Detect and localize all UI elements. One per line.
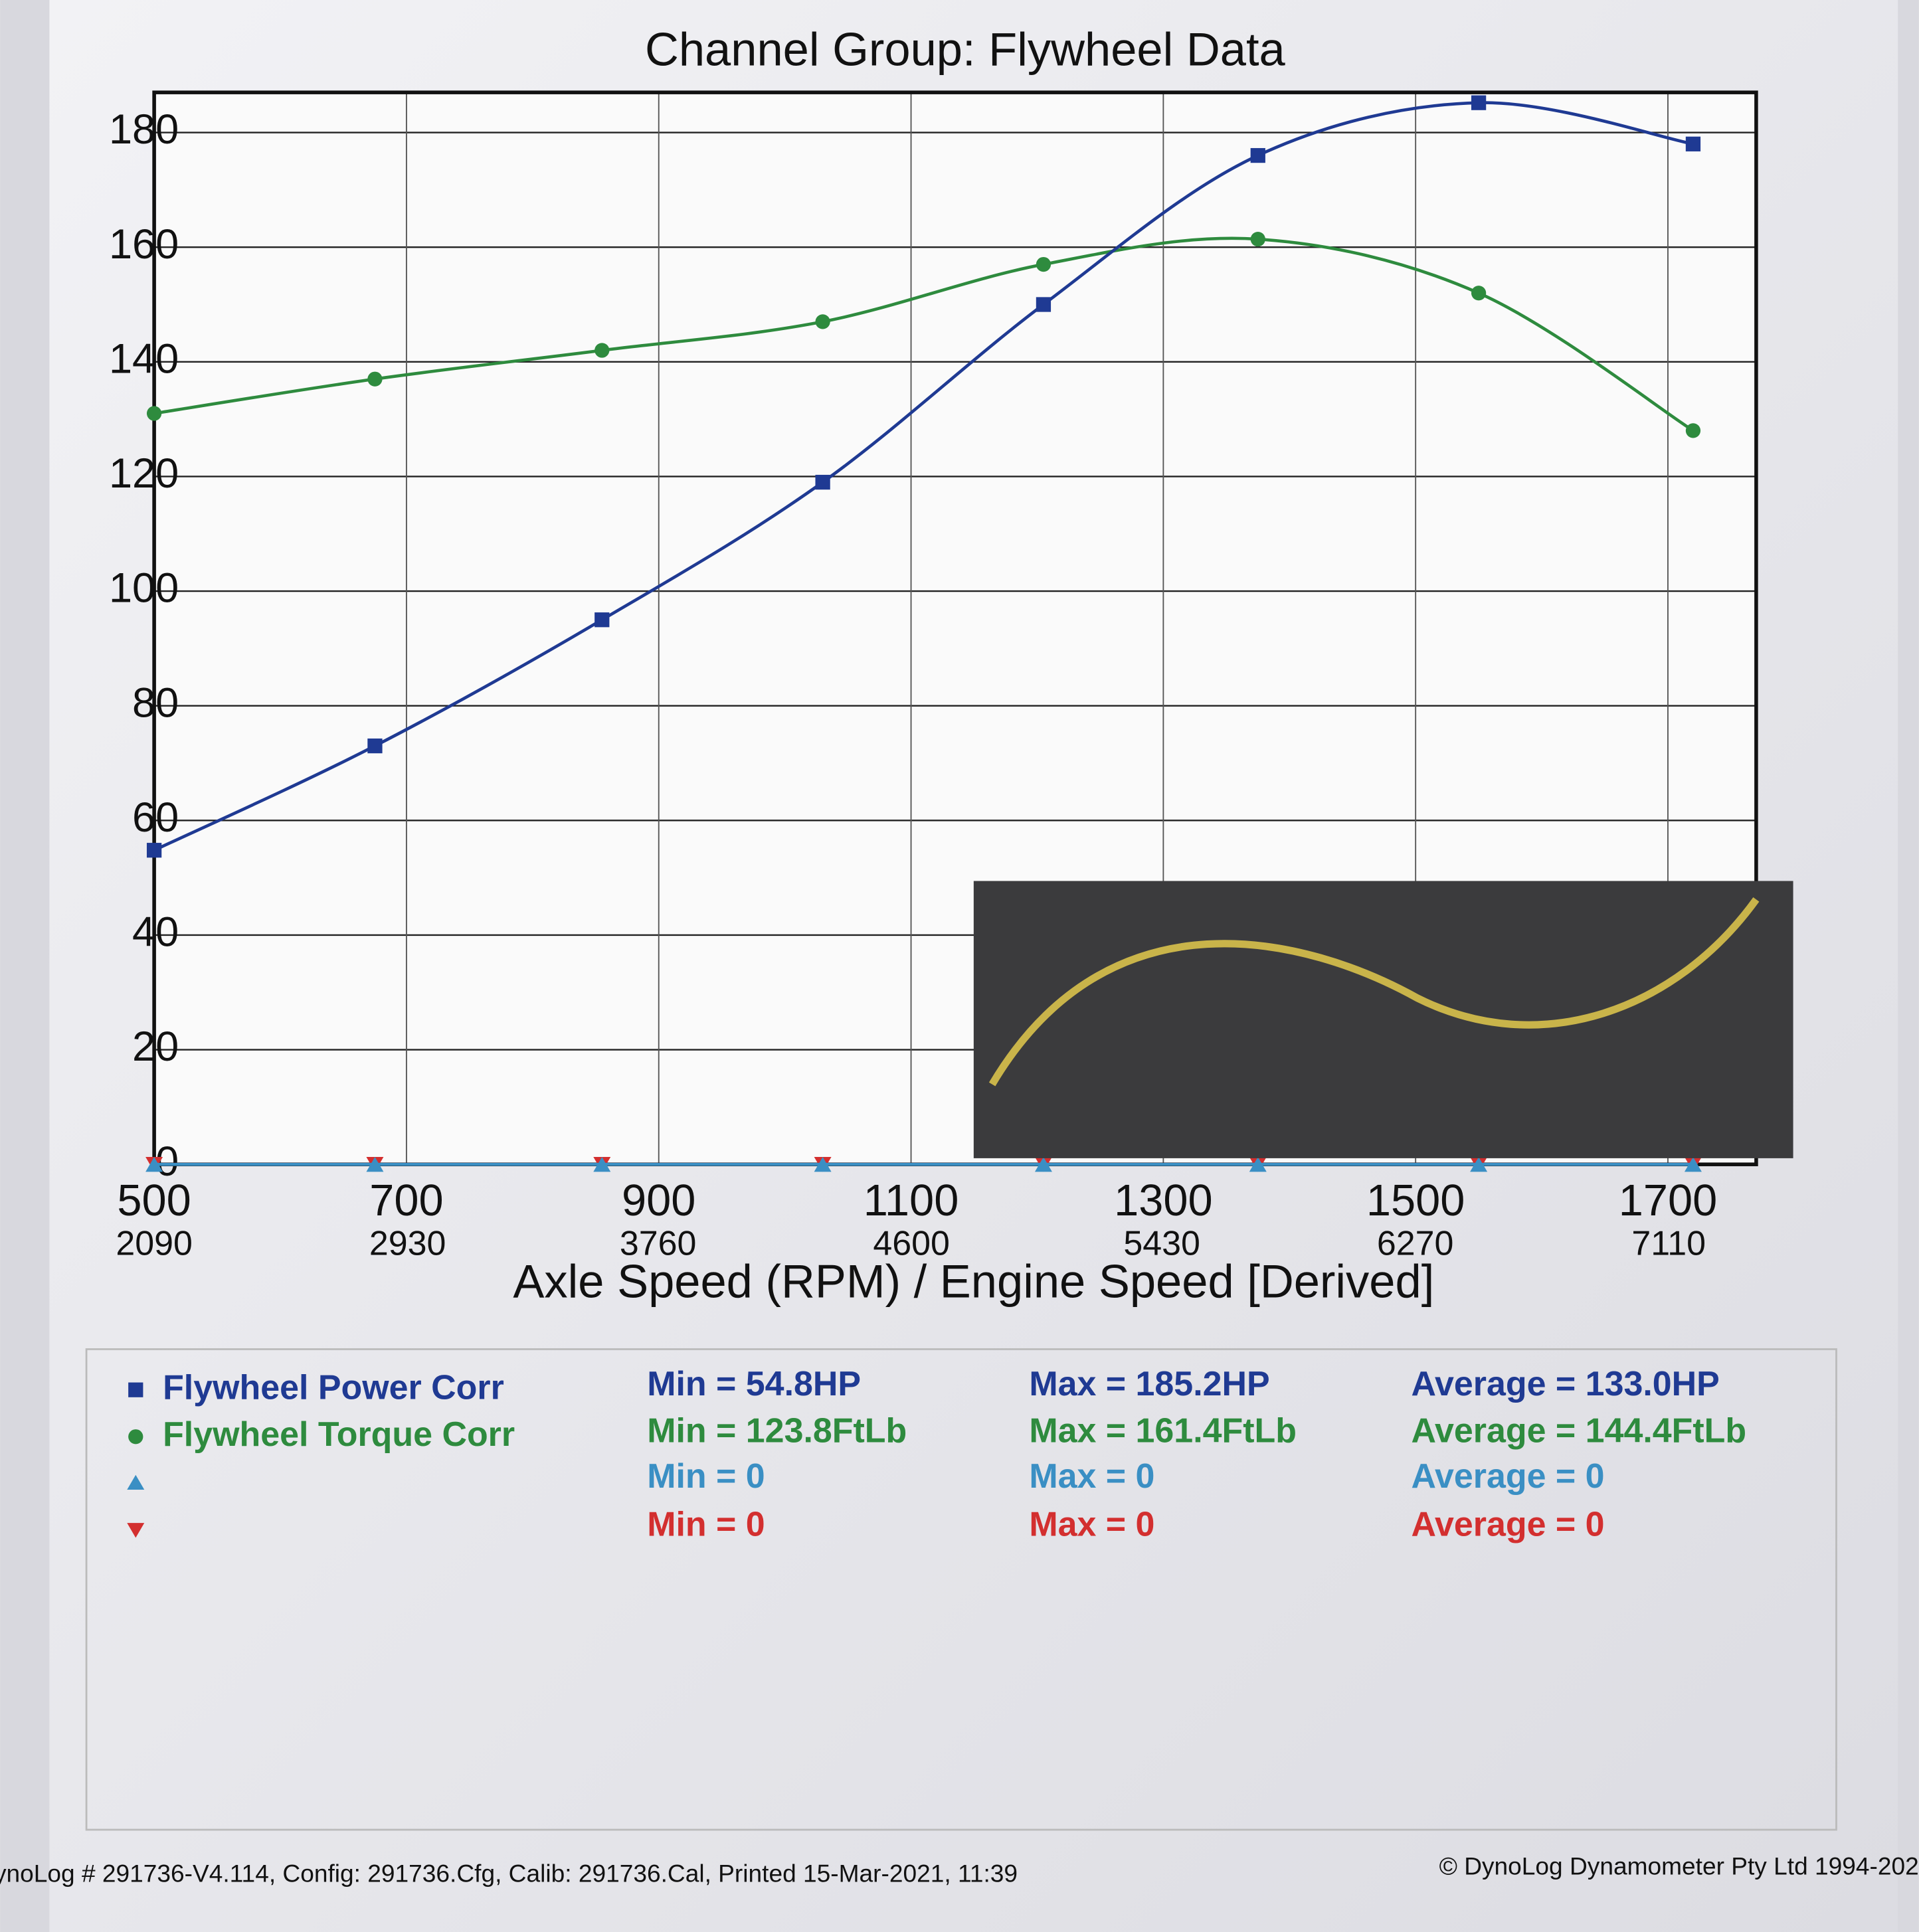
- marker: [366, 1157, 384, 1172]
- legend-marker: [128, 1429, 143, 1445]
- x2-tick-label: 3760: [620, 1224, 697, 1263]
- logo-background: [973, 881, 1793, 1158]
- footer-left: ynoLog # 291736-V4.114, Config: 291736.C…: [0, 1859, 1018, 1887]
- x-tick-label: 900: [622, 1176, 695, 1225]
- marker: [1471, 286, 1487, 301]
- x2-tick-label: 4600: [873, 1224, 950, 1263]
- stat-label: Min = 54.8HP: [647, 1365, 861, 1403]
- legend-marker: [127, 1523, 145, 1538]
- x2-tick-label: 6270: [1377, 1224, 1454, 1263]
- x2-tick-label: 7110: [1631, 1224, 1706, 1263]
- footer-right: © DynoLog Dynamometer Pty Ltd 1994-202: [1439, 1852, 1919, 1880]
- marker: [367, 738, 383, 754]
- legend-label: Flywheel Torque Corr: [163, 1415, 515, 1454]
- stat-label: Max = 0: [1029, 1505, 1154, 1543]
- marker: [1684, 1157, 1702, 1172]
- legend-label: Flywheel Power Corr: [163, 1368, 504, 1407]
- stat-label: Average = 0: [1411, 1505, 1604, 1543]
- legend-box: [85, 1348, 1837, 1831]
- x-tick-label: 1700: [1619, 1176, 1718, 1225]
- marker: [367, 371, 383, 387]
- marker: [146, 843, 162, 858]
- x-tick-label: 1500: [1366, 1176, 1465, 1225]
- marker: [146, 406, 162, 421]
- y-tick-label: 80: [132, 679, 179, 726]
- stat-label: Min = 0: [647, 1457, 765, 1496]
- legend-marker: [128, 1382, 143, 1397]
- marker: [1249, 1157, 1267, 1172]
- x-tick-label: 700: [369, 1176, 443, 1225]
- y-tick-label: 60: [132, 794, 179, 841]
- marker: [594, 612, 610, 628]
- x2-tick-label: 5430: [1123, 1224, 1200, 1263]
- marker: [815, 314, 830, 329]
- marker: [593, 1157, 611, 1172]
- logo-swoosh: [988, 897, 1760, 1087]
- marker: [1685, 136, 1701, 151]
- stat-label: Max = 185.2HP: [1029, 1365, 1269, 1403]
- x-tick-label: 500: [117, 1176, 191, 1225]
- marker: [1036, 256, 1051, 272]
- marker: [594, 343, 610, 358]
- chart-title: Channel Group: Flywheel Data: [645, 23, 1286, 75]
- stat-label: Average = 133.0HP: [1411, 1365, 1719, 1403]
- logo: [973, 881, 1793, 1158]
- marker: [1250, 147, 1265, 163]
- stat-label: Average = 0: [1411, 1457, 1604, 1496]
- marker: [145, 1157, 163, 1172]
- marker: [815, 474, 830, 490]
- marker: [1470, 1157, 1488, 1172]
- marker: [1685, 423, 1701, 438]
- x2-tick-label: 2090: [116, 1224, 193, 1263]
- marker: [1471, 95, 1487, 110]
- series-line: [153, 101, 1694, 852]
- stat-label: Average = 144.4FtLb: [1411, 1411, 1746, 1450]
- x-tick-label: 1300: [1114, 1176, 1213, 1225]
- x-tick-label: 1100: [864, 1176, 959, 1225]
- marker: [1036, 297, 1051, 312]
- x-axis-label: Axle Speed (RPM) / Engine Speed [Derived…: [513, 1255, 1434, 1308]
- stat-label: Max = 0: [1029, 1457, 1154, 1496]
- legend-marker: [127, 1474, 145, 1490]
- y-tick-label: 40: [132, 909, 179, 956]
- x2-tick-label: 2930: [369, 1224, 446, 1263]
- stat-label: Max = 161.4FtLb: [1029, 1411, 1297, 1450]
- y-tick-label: 120: [109, 450, 179, 497]
- y-tick-label: 160: [109, 221, 179, 268]
- stat-label: Min = 0: [647, 1505, 765, 1543]
- marker: [1250, 231, 1265, 247]
- series-line: [153, 236, 1694, 432]
- y-tick-label: 180: [109, 106, 179, 153]
- y-tick-label: 140: [109, 335, 179, 382]
- marker: [1034, 1157, 1052, 1172]
- stat-label: Min = 123.8FtLb: [647, 1411, 907, 1450]
- y-tick-label: 100: [109, 565, 179, 612]
- y-tick-label: 20: [132, 1023, 179, 1070]
- marker: [814, 1157, 832, 1172]
